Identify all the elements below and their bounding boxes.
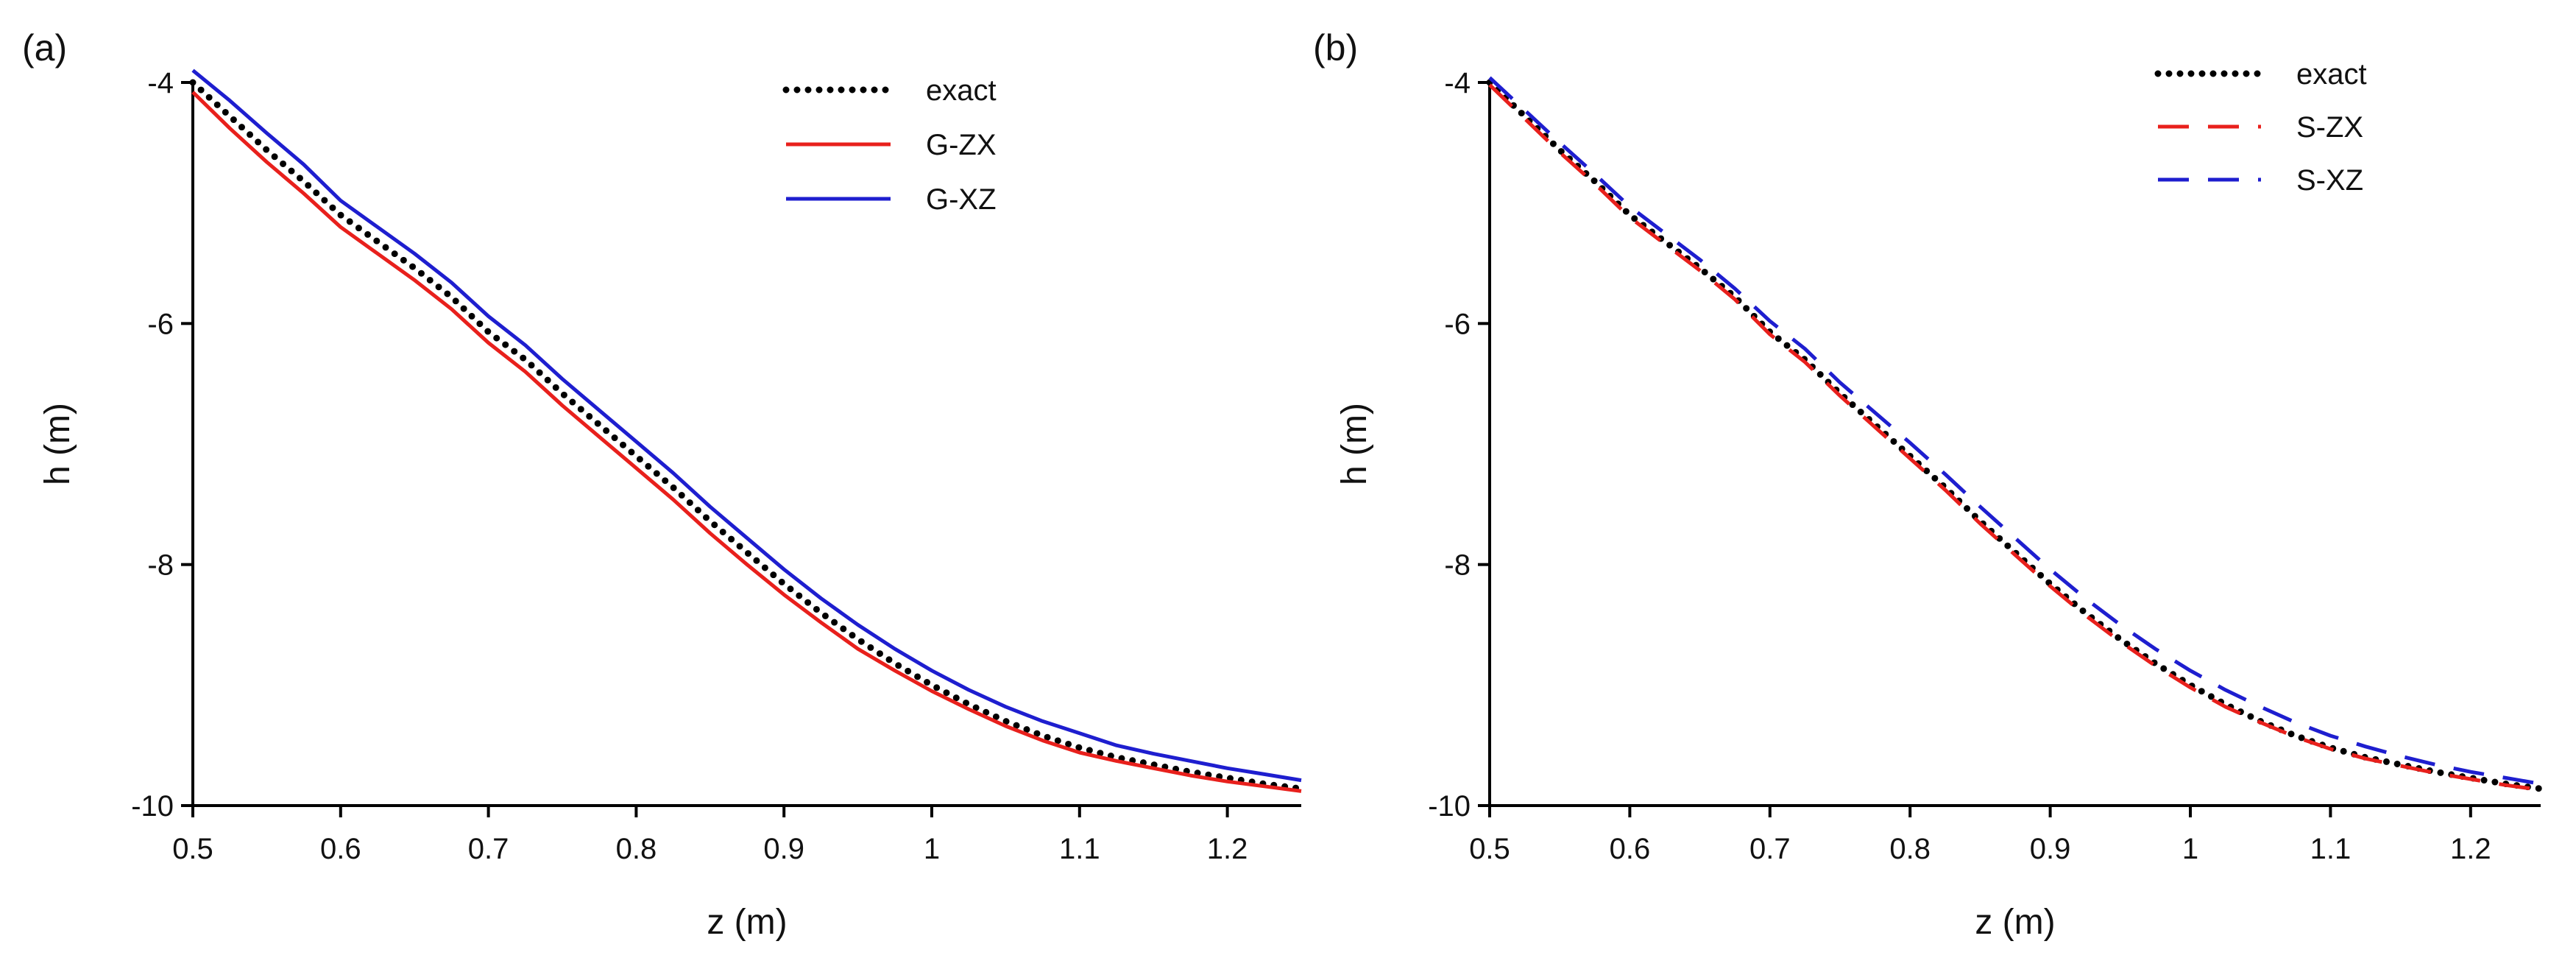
x-axis-title: z (m) (1975, 903, 2055, 942)
legend-label: exact (926, 74, 997, 107)
x-tick-label: 0.9 (763, 833, 804, 865)
panel-a: (a) 0.5 0.6 0.7 0.8 0.9 1 1.1 1.2 -4 -6 -8 -10 z (m) h… (22, 27, 1305, 942)
x-tick-label: 0.5 (1469, 833, 1510, 865)
y-tick-label: -6 (1444, 308, 1471, 340)
y-tick-label: -6 (147, 308, 174, 340)
series-line-g-xz (191, 68, 1302, 783)
x-axis-title: z (m) (707, 903, 787, 942)
x-tick-label: 0.7 (468, 833, 509, 865)
series-line-s-xz (1488, 76, 2541, 786)
panel-b: (b) 0.5 0.6 0.7 0.8 0.9 1 1.1 1.2 -4 -6 -8 -10 z (m) h… (1313, 27, 2544, 942)
y-tick-label: -4 (147, 67, 174, 99)
legend-label: G-ZX (926, 129, 997, 161)
x-tick-label: 1 (924, 833, 940, 865)
x-tick-label: 0.7 (1749, 833, 1791, 865)
panel-label: (b) (1313, 27, 1358, 68)
x-tick-label: 1 (2182, 833, 2198, 865)
x-tick-label: 0.6 (1610, 833, 1651, 865)
legend-label: S-ZX (2296, 111, 2363, 144)
y-tick-label: -10 (1428, 790, 1471, 823)
legend-label: exact (2296, 58, 2367, 91)
x-tick-label: 1.1 (1059, 833, 1100, 865)
y-tick-label: -8 (1444, 549, 1471, 582)
x-tick-label: 1.2 (1207, 833, 1248, 865)
x-tick-label: 0.5 (172, 833, 213, 865)
series-line-exact (1486, 79, 2544, 792)
series-line-exact (189, 79, 1305, 792)
legend-label: S-XZ (2296, 164, 2363, 197)
x-tick-label: 0.9 (2030, 833, 2071, 865)
x-tick-label: 0.8 (616, 833, 657, 865)
x-tick-label: 0.8 (1889, 833, 1931, 865)
y-tick-label: -4 (1444, 67, 1471, 99)
y-tick-label: -8 (147, 549, 174, 582)
y-axis-title: h (m) (38, 403, 77, 485)
legend-label: G-XZ (926, 183, 997, 216)
x-tick-label: 1.2 (2450, 833, 2491, 865)
panel-label: (a) (22, 27, 67, 68)
y-tick-label: -10 (131, 790, 174, 823)
series-line-s-zx (1488, 83, 2541, 792)
x-tick-label: 1.1 (2310, 833, 2352, 865)
y-axis-title: h (m) (1335, 403, 1374, 485)
series-line-g-zx (191, 91, 1302, 793)
x-tick-label: 0.6 (320, 833, 361, 865)
